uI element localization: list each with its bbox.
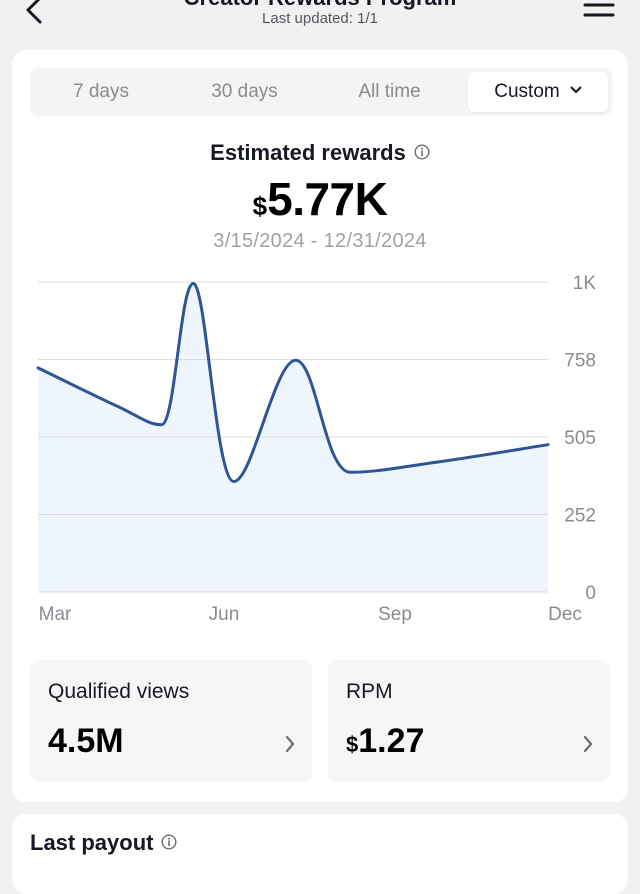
y-axis-ticks: 1K 758 505 252 0	[564, 273, 596, 604]
tab-all-time[interactable]: All time	[358, 81, 421, 102]
qualified-views-card[interactable]: Qualified views 4.5M	[30, 660, 312, 782]
chart-area-fill	[38, 283, 548, 592]
qualified-views-number: 4.5M	[48, 722, 124, 760]
chevron-down-icon	[570, 86, 582, 94]
last-payout-title: Last payout	[30, 830, 154, 855]
menu-button[interactable]	[582, 0, 616, 26]
chevron-right-icon	[285, 735, 295, 753]
y-tick-label: 505	[564, 428, 596, 449]
qualified-views-label: Qualified views	[48, 680, 190, 703]
chart-series-line	[36, 282, 550, 483]
x-tick-label: Sep	[378, 604, 412, 625]
rpm-value: $1.27	[346, 722, 424, 761]
tab-custom-label: Custom	[494, 81, 560, 102]
rewards-chart: 1K 758 505 252 0 Mar Jun Sep Dec	[36, 273, 596, 625]
x-tick-label: Dec	[548, 604, 582, 625]
chart-grid	[38, 281, 548, 593]
metric-value: $5.77K	[12, 172, 628, 226]
rpm-card[interactable]: RPM $1.27	[328, 660, 610, 782]
metric-title: Estimated rewards	[210, 140, 406, 165]
page-title: Creator Rewards Program	[0, 0, 640, 11]
y-tick-label: 0	[585, 583, 596, 604]
y-tick-label: 758	[564, 351, 596, 372]
chevron-left-icon	[26, 0, 42, 24]
last-payout-card[interactable]: Last payout	[12, 814, 628, 894]
time-range-tabs: 7 days 30 days All time Custom	[30, 68, 612, 116]
chevron-right-icon	[583, 735, 593, 753]
metric-amount: 5.77K	[267, 173, 388, 225]
info-icon[interactable]	[161, 834, 177, 850]
metric-currency: $	[252, 191, 268, 221]
header: Creator Rewards Program Last updated: 1/…	[0, 0, 640, 44]
tab-7-days[interactable]: 7 days	[73, 81, 129, 102]
qualified-views-value: 4.5M	[48, 722, 124, 761]
hamburger-icon	[583, 3, 615, 17]
rpm-currency: $	[346, 732, 359, 757]
x-tick-label: Mar	[39, 604, 72, 625]
last-payout-heading: Last payout	[30, 830, 177, 856]
rpm-label: RPM	[346, 680, 393, 703]
date-range: 3/15/2024 - 12/31/2024	[213, 230, 427, 252]
x-axis-ticks: Mar Jun Sep Dec	[39, 604, 582, 625]
rewards-card: 7 days 30 days All time Custom Estimated…	[12, 50, 628, 802]
y-tick-label: 252	[564, 506, 596, 527]
y-tick-label: 1K	[573, 273, 597, 294]
tab-custom[interactable]: Custom	[468, 72, 608, 112]
x-tick-label: Jun	[209, 604, 240, 625]
rpm-number: 1.27	[358, 722, 425, 760]
back-button[interactable]	[20, 0, 50, 30]
tab-30-days[interactable]: 30 days	[211, 81, 278, 102]
metric-heading: Estimated rewards	[12, 140, 628, 166]
info-icon[interactable]	[414, 144, 430, 160]
last-updated-text: Last updated: 1/1	[262, 10, 378, 27]
